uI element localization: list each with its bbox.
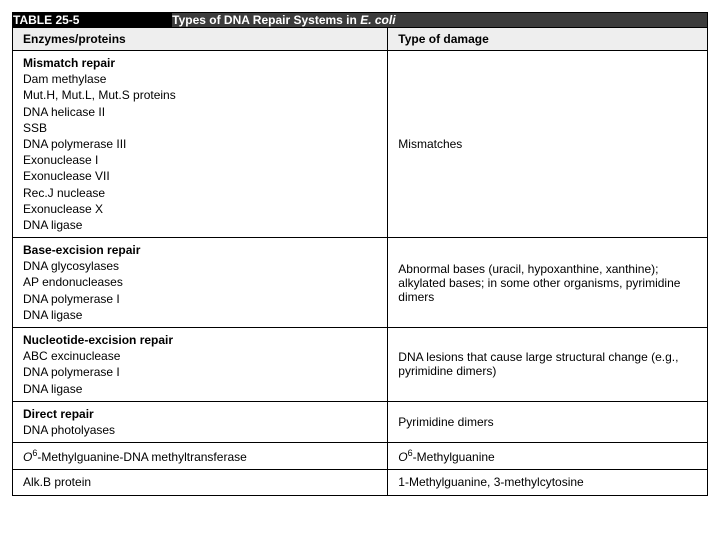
repair-category: Base-excision repair bbox=[23, 242, 377, 258]
enzyme-line: DNA polymerase III bbox=[23, 136, 377, 152]
table-row: O6-Methylguanine-DNA methyltransferase O6… bbox=[13, 443, 708, 470]
table-title-pre: Types of DNA Repair Systems in bbox=[172, 13, 360, 27]
enzyme-line: Exonuclease I bbox=[23, 152, 377, 168]
enzyme-line: Exonuclease X bbox=[23, 201, 377, 217]
enzymes-cell: O6-Methylguanine-DNA methyltransferase bbox=[13, 443, 388, 470]
enzyme-line: AP endonucleases bbox=[23, 274, 377, 290]
enzyme-line: Rec.J nuclease bbox=[23, 185, 377, 201]
damage-cell: 1-Methylguanine, 3-methylcytosine bbox=[388, 470, 708, 495]
damage-cell: Mismatches bbox=[388, 51, 708, 238]
enzyme-line: DNA polymerase I bbox=[23, 291, 377, 307]
enzyme-line: Exonuclease VII bbox=[23, 168, 377, 184]
column-header-row: Enzymes/proteins Type of damage bbox=[13, 28, 708, 51]
dna-repair-table: TABLE 25-5 Types of DNA Repair Systems i… bbox=[12, 12, 708, 496]
enzyme-line: Alk.B protein bbox=[23, 474, 377, 490]
col-header-enzymes: Enzymes/proteins bbox=[13, 28, 388, 51]
table-row: Nucleotide-excision repairABC excinuclea… bbox=[13, 328, 708, 402]
enzyme-line: DNA ligase bbox=[23, 307, 377, 323]
enzymes-cell: Mismatch repairDam methylaseMut.H, Mut.L… bbox=[13, 51, 388, 238]
repair-category: Mismatch repair bbox=[23, 55, 377, 71]
title-row: TABLE 25-5 Types of DNA Repair Systems i… bbox=[13, 13, 708, 28]
enzymes-cell: Nucleotide-excision repairABC excinuclea… bbox=[13, 328, 388, 402]
table-title-cell: Types of DNA Repair Systems in E. coli bbox=[172, 13, 707, 27]
table-row: Alk.B protein 1-Methylguanine, 3-methylcy… bbox=[13, 470, 708, 495]
enzyme-line: DNA photolyases bbox=[23, 422, 377, 438]
enzymes-cell: Base-excision repairDNA glycosylasesAP e… bbox=[13, 238, 388, 328]
table-row: Direct repairDNA photolyasesPyrimidine d… bbox=[13, 401, 708, 442]
enzyme-line: O6-Methylguanine-DNA methyltransferase bbox=[23, 447, 377, 465]
repair-category: Nucleotide-excision repair bbox=[23, 332, 377, 348]
table-number: TABLE 25-5 bbox=[13, 13, 79, 27]
enzyme-line: DNA glycosylases bbox=[23, 258, 377, 274]
enzyme-line: SSB bbox=[23, 120, 377, 136]
table-number-cell: TABLE 25-5 bbox=[13, 13, 172, 27]
damage-cell: Abnormal bases (uracil, hypoxanthine, xa… bbox=[388, 238, 708, 328]
enzymes-cell: Direct repairDNA photolyases bbox=[13, 401, 388, 442]
damage-cell: Pyrimidine dimers bbox=[388, 401, 708, 442]
enzyme-line: DNA polymerase I bbox=[23, 364, 377, 380]
enzyme-line: ABC excinuclease bbox=[23, 348, 377, 364]
repair-category: Direct repair bbox=[23, 406, 377, 422]
table-row: Base-excision repairDNA glycosylasesAP e… bbox=[13, 238, 708, 328]
col-header-damage: Type of damage bbox=[388, 28, 708, 51]
enzyme-line: DNA ligase bbox=[23, 217, 377, 233]
enzymes-cell: Alk.B protein bbox=[13, 470, 388, 495]
damage-cell: O6-Methylguanine bbox=[388, 443, 708, 470]
enzyme-line: Mut.H, Mut.L, Mut.S proteins bbox=[23, 87, 377, 103]
table-title-ital: E. coli bbox=[360, 13, 395, 27]
enzyme-line: Dam methylase bbox=[23, 71, 377, 87]
enzyme-line: DNA helicase II bbox=[23, 104, 377, 120]
table-row: Mismatch repairDam methylaseMut.H, Mut.L… bbox=[13, 51, 708, 238]
enzyme-line: DNA ligase bbox=[23, 381, 377, 397]
damage-cell: DNA lesions that cause large structural … bbox=[388, 328, 708, 402]
